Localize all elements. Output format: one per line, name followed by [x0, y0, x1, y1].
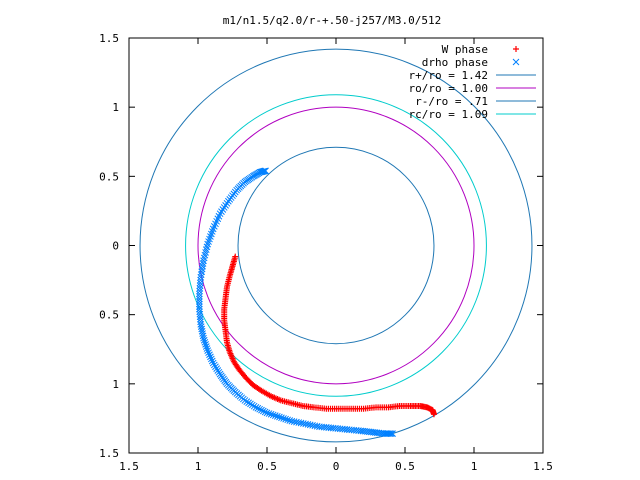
drho-phase-point: [200, 257, 207, 265]
drho-phase-point: [196, 298, 203, 305]
drho-phase-point: [252, 403, 260, 411]
drho-phase-point: [265, 410, 273, 417]
drho-phase-point: [278, 414, 285, 422]
drho-phase-point: [202, 343, 210, 350]
drho-phase-point: [198, 265, 206, 273]
drho-phase-point: [196, 293, 203, 300]
data-series: [196, 167, 437, 437]
w-phase-series: [221, 253, 437, 418]
y-tick-label: 0: [112, 240, 119, 253]
y-tick-label: 1: [112, 378, 119, 391]
reference-circle: [237, 146, 435, 345]
drho-phase-point: [198, 268, 206, 276]
drho-phase-point: [196, 285, 204, 292]
y-tick-label: 0.5: [99, 309, 119, 322]
drho-phase-point: [200, 334, 207, 342]
drho-phase-point: [197, 273, 205, 281]
drho-phase-point: [282, 415, 289, 423]
drho-phase-series: [196, 167, 396, 437]
drho-phase-point: [263, 409, 271, 417]
reference-circle: [139, 48, 533, 443]
drho-phase-point: [196, 287, 203, 295]
plot-axes: 1.5 1 0.5 0 0.5 1 1.51.510.500.511.5: [99, 32, 553, 473]
drho-phase-point: [196, 279, 204, 287]
w-phase-point: [430, 411, 437, 418]
w-phase-point: [513, 46, 519, 52]
drho-phase-point: [203, 345, 211, 352]
drho-phase-point: [267, 410, 275, 418]
drho-phase-point: [205, 349, 212, 357]
reference-circles: [139, 48, 533, 443]
legend-label: r+/ro = 1.42: [409, 69, 488, 82]
drho-phase-point: [207, 353, 214, 361]
drho-phase-point: [280, 415, 287, 422]
y-tick-label: 1: [112, 101, 119, 114]
y-tick-label: 0.5: [99, 170, 119, 183]
drho-phase-point: [258, 406, 265, 414]
drho-phase-point: [387, 430, 395, 437]
drho-phase-point: [199, 262, 206, 270]
chart-title: m1/n1.5/q2.0/r-+.50-j257/M3.0/512: [223, 14, 442, 27]
legend-label: r-/ro = .71: [415, 95, 488, 108]
drho-phase-point: [196, 290, 203, 298]
drho-phase-point: [259, 407, 267, 415]
drho-phase-point: [196, 300, 203, 308]
drho-phase-point: [197, 276, 204, 284]
x-tick-label: 1: [471, 460, 478, 473]
drho-phase-point: [386, 430, 394, 437]
y-tick-label: 1.5: [99, 32, 119, 45]
x-tick-label: 1.5: [533, 460, 553, 473]
legend-label: rc/ro = 1.09: [409, 108, 488, 121]
drho-phase-point: [196, 295, 203, 303]
drho-phase-point: [254, 404, 262, 412]
drho-phase-point: [196, 282, 204, 289]
drho-phase-point: [512, 58, 520, 66]
drho-phase-point: [196, 303, 203, 310]
drho-phase-point: [284, 416, 292, 424]
x-tick-label: 1.5: [119, 460, 139, 473]
drho-phase-point: [276, 413, 283, 421]
reference-circle: [185, 94, 487, 397]
x-tick-label: 0.5: [257, 460, 277, 473]
y-tick-label: 1.5: [99, 447, 119, 460]
legend-label: ro/ro = 1.00: [409, 82, 488, 95]
drho-phase-point: [201, 338, 209, 346]
drho-phase-point: [199, 332, 207, 340]
legend-label: W phase: [442, 43, 488, 56]
drho-phase-point: [273, 412, 281, 420]
drho-phase-point: [197, 271, 205, 278]
drho-phase-point: [202, 341, 209, 348]
x-tick-label: 1: [195, 460, 202, 473]
legend-label: drho phase: [422, 56, 488, 69]
drho-phase-point: [269, 411, 277, 419]
drho-phase-point: [199, 260, 207, 267]
drho-phase-point: [286, 417, 294, 424]
drho-phase-point: [261, 408, 269, 416]
drho-phase-point: [207, 355, 215, 363]
drho-phase-point: [200, 336, 208, 344]
drho-phase-point: [389, 430, 396, 437]
x-tick-label: 0: [333, 460, 340, 473]
x-tick-label: 0.5: [395, 460, 415, 473]
reference-circle: [197, 106, 475, 385]
drho-phase-point: [206, 351, 213, 359]
drho-phase-point: [271, 412, 279, 420]
drho-phase-point: [204, 347, 212, 354]
drho-phase-point: [256, 405, 263, 413]
drho-phase-point: [208, 357, 216, 365]
